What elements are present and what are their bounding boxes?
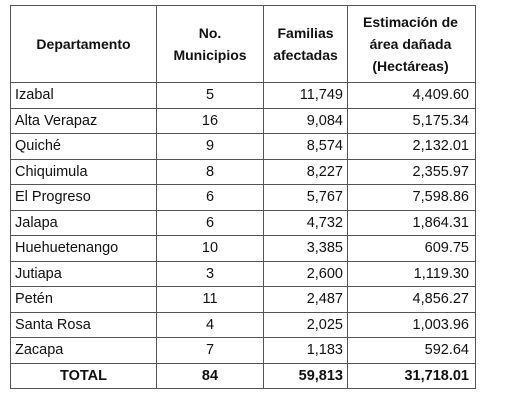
table-cell: 1,003.96	[347, 311, 476, 338]
table-cell: Santa Rosa	[10, 311, 157, 338]
table-cell: 16	[156, 107, 264, 134]
table-row: Alta Verapaz 16 9,084 5,175.34	[10, 107, 476, 134]
header-text: Estimación de	[363, 14, 458, 30]
header-text: Departamento	[36, 36, 131, 52]
table-cell: 9	[156, 133, 264, 160]
table-cell: 4,856.27	[347, 286, 476, 313]
total-cell: 84	[156, 362, 264, 389]
total-cell: TOTAL	[10, 362, 157, 389]
table-cell: El Progreso	[10, 184, 157, 211]
table-cell: Zacapa	[10, 337, 157, 364]
header-text: No.	[198, 25, 222, 41]
table-cell: 1,119.30	[347, 260, 476, 287]
table-cell: 4,732	[263, 209, 348, 236]
table-cell: 2,487	[263, 286, 348, 313]
table-row: Jalapa 6 4,732 1,864.31	[10, 209, 476, 236]
table-cell: 3,385	[263, 235, 348, 262]
table-row: Izabal 5 11,749 4,409.60	[10, 82, 476, 109]
header-text: área dañada	[369, 36, 452, 52]
table-cell: 11,749	[263, 82, 348, 109]
table-cell: 6	[156, 184, 264, 211]
table-cell: Petén	[10, 286, 157, 313]
header-cell: Departamento	[10, 5, 157, 83]
table-cell: Jutiapa	[10, 260, 157, 287]
table-cell: 2,025	[263, 311, 348, 338]
table-cell: Izabal	[10, 82, 157, 109]
table-cell: 1,183	[263, 337, 348, 364]
table-cell: 6	[156, 209, 264, 236]
table-cell: 1,864.31	[347, 209, 476, 236]
table-cell: Chiquimula	[10, 158, 157, 185]
table-cell: 5,175.34	[347, 107, 476, 134]
header-cell: No. Municipios	[156, 5, 264, 83]
table-row: Quiché 9 8,574 2,132.01	[10, 133, 476, 160]
table-cell: Jalapa	[10, 209, 157, 236]
table-cell: Alta Verapaz	[10, 107, 157, 134]
table-row: Zacapa 7 1,183 592.64	[10, 337, 476, 364]
table-cell: 11	[156, 286, 264, 313]
table-body: Izabal 5 11,749 4,409.60 Alta Verapaz 16 9,084…	[10, 82, 476, 389]
table-cell: Huehuetenango	[10, 235, 157, 262]
table-container: Departamento No. Municipios Familias afectad…	[10, 5, 476, 389]
table-cell: 2,355.97	[347, 158, 476, 185]
table-cell: 609.75	[347, 235, 476, 262]
table-cell: 5,767	[263, 184, 348, 211]
table-row: Chiquimula 8 8,227 2,355.97	[10, 158, 476, 185]
header-text: afectadas	[273, 47, 338, 63]
table-row: Jutiapa 3 2,600 1,119.30	[10, 260, 476, 287]
table-cell: 8	[156, 158, 264, 185]
data-table: Departamento No. Municipios Familias afectad…	[10, 5, 476, 389]
header-text: (Hectáreas)	[372, 58, 449, 74]
table-header: Departamento No. Municipios Familias afectad…	[10, 5, 476, 83]
table-cell: 4	[156, 311, 264, 338]
table-cell: 10	[156, 235, 264, 262]
table-cell: Quiché	[10, 133, 157, 160]
table-cell: 8,574	[263, 133, 348, 160]
table-cell: 5	[156, 82, 264, 109]
total-row: TOTAL 84 59,813 31,718.01	[10, 362, 476, 389]
header-cell: Familias afectadas	[263, 5, 348, 83]
table-cell: 4,409.60	[347, 82, 476, 109]
total-cell: 31,718.01	[347, 362, 476, 389]
header-row: Departamento No. Municipios Familias afectad…	[10, 5, 476, 83]
table-row: El Progreso 6 5,767 7,598.86	[10, 184, 476, 211]
total-cell: 59,813	[263, 362, 348, 389]
table-row: Santa Rosa 4 2,025 1,003.96	[10, 311, 476, 338]
header-text: Municipios	[173, 47, 247, 63]
table-cell: 2,132.01	[347, 133, 476, 160]
header-cell: Estimación de área dañada (Hectáreas)	[347, 5, 476, 83]
table-cell: 7	[156, 337, 264, 364]
table-cell: 7,598.86	[347, 184, 476, 211]
table-cell: 592.64	[347, 337, 476, 364]
table-cell: 3	[156, 260, 264, 287]
table-row: Huehuetenango 10 3,385 609.75	[10, 235, 476, 262]
table-cell: 2,600	[263, 260, 348, 287]
header-text: Familias	[277, 25, 334, 41]
table-cell: 9,084	[263, 107, 348, 134]
table-row: Petén 11 2,487 4,856.27	[10, 286, 476, 313]
table-cell: 8,227	[263, 158, 348, 185]
